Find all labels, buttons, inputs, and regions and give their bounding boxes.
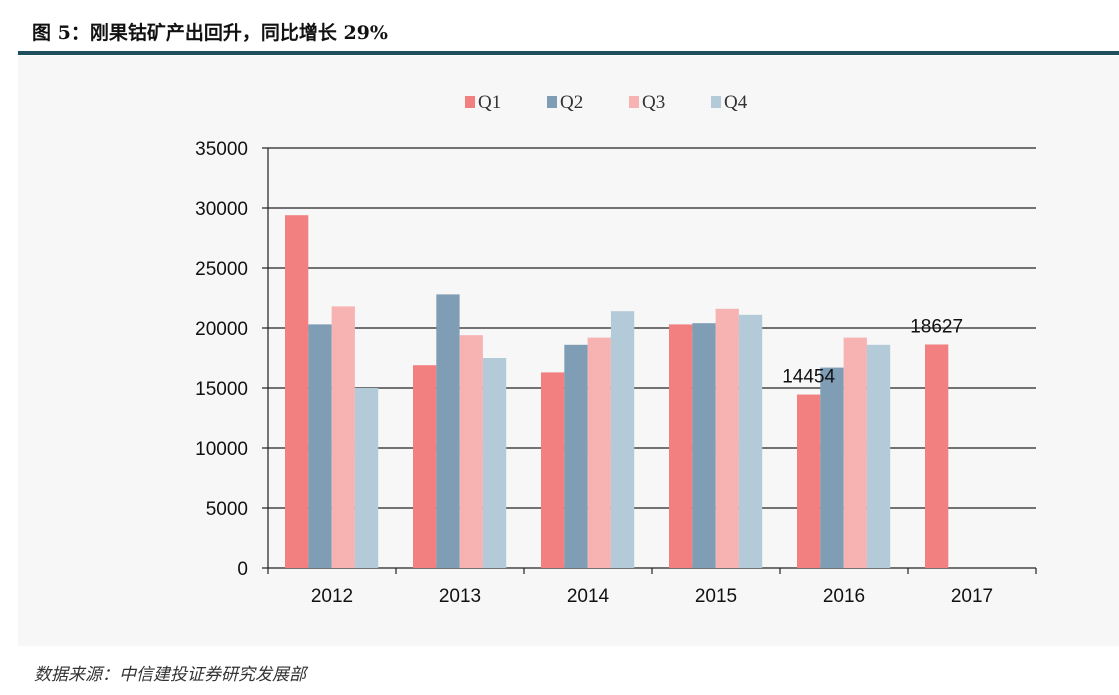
bar-q3-2015 xyxy=(715,308,739,568)
source-note: 数据来源：中信建投证券研究发展部 xyxy=(34,665,306,685)
y-tick-label: 0 xyxy=(237,559,248,580)
bar-q2-2014 xyxy=(564,344,588,568)
y-tick-label: 10000 xyxy=(195,439,248,460)
legend-label-q3: Q3 xyxy=(642,92,665,113)
grid-layer xyxy=(268,147,1036,569)
bar-q1-2012 xyxy=(285,215,309,568)
bar-q2-2013 xyxy=(436,294,460,568)
x-tick-label: 2017 xyxy=(951,586,993,607)
legend-swatch-q4 xyxy=(711,96,721,108)
legend: Q1 Q2 Q3 Q4 xyxy=(465,92,748,113)
bar-q4-2015 xyxy=(738,314,763,568)
x-tick-label: 2013 xyxy=(439,586,481,607)
y-tick-label: 15000 xyxy=(195,379,248,400)
bar-q1-2015 xyxy=(669,324,693,568)
bar-q3-2013 xyxy=(459,335,483,568)
x-tick-label: 2012 xyxy=(311,586,353,607)
legend-swatch-q1 xyxy=(465,96,475,108)
bar-q3-2012 xyxy=(331,306,355,568)
figure-title: 图 5：刚果钴矿产出回升，同比增长 29% xyxy=(32,22,388,44)
y-tick-label: 25000 xyxy=(195,259,248,280)
y-tick-label: 20000 xyxy=(195,319,248,340)
bar-q3-2014 xyxy=(587,337,611,568)
bar-q1-2014 xyxy=(541,372,565,568)
x-tick-label: 2016 xyxy=(823,586,865,607)
y-tick-label: 5000 xyxy=(206,499,248,520)
bar-q4-2012 xyxy=(354,388,379,568)
bar-q2-2015 xyxy=(692,323,716,568)
y-tick-label: 35000 xyxy=(195,139,248,160)
data-labels: 14454 18627 xyxy=(782,316,963,387)
title-rule xyxy=(18,51,1119,55)
bar-q3-2016 xyxy=(843,337,867,568)
bar-q2-2016 xyxy=(820,367,844,568)
data-label: 18627 xyxy=(910,316,963,337)
bar-q4-2013 xyxy=(482,358,507,568)
legend-swatch-q3 xyxy=(629,96,639,108)
data-label: 14454 xyxy=(782,367,835,388)
bar-q2-2012 xyxy=(308,324,332,568)
legend-label-q1: Q1 xyxy=(478,92,501,113)
axis-layer: 0 5000 10000 15000 20000 25000 30000 35000 2012 2… xyxy=(195,139,1037,607)
bar-q1-2013 xyxy=(413,365,437,568)
x-tick-label: 2015 xyxy=(695,586,737,607)
legend-swatch-q2 xyxy=(547,96,557,108)
bar-q1-2016 xyxy=(797,394,821,568)
bars-layer xyxy=(285,215,949,568)
x-tick-label: 2014 xyxy=(567,586,610,607)
legend-label-q2: Q2 xyxy=(560,92,583,113)
bar-q1-2017 xyxy=(925,344,949,568)
bar-q4-2016 xyxy=(866,344,891,568)
legend-label-q4: Q4 xyxy=(724,92,748,113)
bar-q4-2014 xyxy=(610,311,635,568)
y-tick-label: 30000 xyxy=(195,199,248,220)
